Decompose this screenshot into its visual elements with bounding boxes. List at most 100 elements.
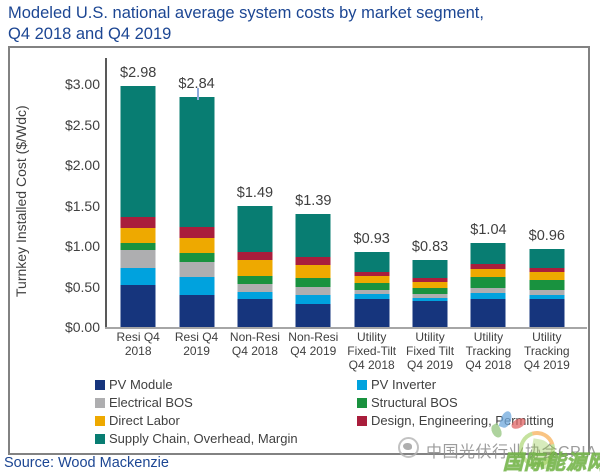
- y-axis-tick-label: $3.00: [64, 76, 100, 92]
- bar-stack: [354, 251, 390, 327]
- bar-segment: [529, 299, 565, 327]
- y-axis-line: [105, 58, 107, 327]
- bar-stack: [179, 97, 215, 327]
- bar-segment: [354, 293, 390, 299]
- bar-segment: [412, 301, 448, 327]
- chart-title-line2: Q4 2018 and Q4 2019: [8, 25, 172, 43]
- legend-swatch: [95, 415, 105, 426]
- bar-segment: [529, 280, 565, 290]
- cursor-tick-artifact: [196, 87, 199, 100]
- bar-segment: [237, 259, 273, 276]
- bar-value-label: $1.39: [295, 193, 332, 210]
- bar-segment: [237, 298, 273, 327]
- bar-segment: [412, 297, 448, 302]
- bar-stack: [237, 206, 273, 327]
- legend-swatch: [357, 415, 367, 426]
- bar-stack: [412, 259, 448, 327]
- legend-swatch: [357, 397, 367, 408]
- bar-segment: [470, 242, 506, 264]
- y-axis-tick-label: $1.50: [64, 197, 100, 214]
- bar-segment: [120, 242, 156, 251]
- bar-segment: [179, 276, 215, 295]
- y-axis-tick-label: $2.00: [64, 157, 100, 173]
- bar-segment: [412, 278, 448, 282]
- bar-stack: [120, 85, 156, 327]
- x-axis-label: Non-Resi Q4 2018: [229, 330, 280, 358]
- bar-segment: [120, 216, 156, 229]
- bar-8: $0.96: [518, 48, 576, 327]
- y-axis-tick-label: $2.50: [64, 116, 100, 133]
- bar-segment: [354, 289, 390, 294]
- bar-stack: [295, 214, 331, 327]
- legend-label: Design, Engineering, Permitting: [371, 413, 554, 428]
- legend-item: PV Module: [95, 377, 357, 392]
- bar-segment: [354, 283, 390, 290]
- legend-swatch: [95, 397, 105, 408]
- bar-segment: [295, 287, 331, 296]
- bar-segment: [470, 263, 506, 269]
- legend-swatch: [95, 379, 105, 390]
- cpia-watermark-logo-icon: [398, 437, 419, 458]
- legend-label: Direct Labor: [109, 413, 180, 428]
- bar-segment: [470, 288, 506, 293]
- bar-value-label: $0.96: [528, 228, 565, 245]
- bar-segment: [354, 276, 390, 284]
- bar-segment: [470, 268, 506, 277]
- bar-value-label: $0.83: [411, 238, 449, 255]
- bar-segment: [470, 293, 506, 299]
- legend-label: Electrical BOS: [109, 395, 193, 410]
- legend-label: PV Inverter: [371, 377, 437, 392]
- bar-segment: [237, 276, 273, 285]
- legend-item: PV Inverter: [357, 377, 554, 392]
- bar-segment: [120, 267, 156, 285]
- bar-segment: [179, 262, 215, 277]
- bar-segment: [529, 289, 565, 295]
- bar-segment: [529, 294, 565, 300]
- bar-segment: [412, 281, 448, 289]
- inen-watermark-text: 国际能源网: [503, 452, 600, 475]
- bar-segment: [120, 284, 156, 327]
- y-axis-tick-label: $1.00: [64, 238, 100, 254]
- bar-segment: [120, 250, 156, 268]
- bar-segment: [354, 251, 390, 272]
- bar-4: $1.39: [284, 48, 342, 327]
- bar-7: $1.04: [459, 48, 517, 327]
- bar-segment: [179, 226, 215, 238]
- bar-segment: [412, 288, 448, 294]
- x-axis-label: Resi Q4 2018: [116, 330, 160, 358]
- bars-area: $2.98 $2.84 $1.49 $1.39 $0.93 $0.83 $1.04 $0.96: [109, 48, 576, 327]
- x-axis-label: Utility Tracking Q4 2019: [523, 330, 570, 372]
- bar-value-label: $1.49: [236, 185, 274, 202]
- bar-segment: [295, 257, 331, 265]
- bar-segment: [237, 206, 273, 252]
- bar-segment: [179, 97, 215, 227]
- x-axis-line: [105, 327, 587, 329]
- legend-swatch: [357, 379, 367, 390]
- bar-segment: [529, 271, 565, 281]
- bar-3: $1.49: [226, 48, 284, 327]
- bar-segment: [470, 276, 506, 289]
- x-axis-label: Non-Resi Q4 2019: [288, 330, 339, 358]
- bar-segment: [470, 298, 506, 327]
- bar-segment: [295, 303, 331, 327]
- bar-5: $0.93: [343, 48, 401, 327]
- legend-label: Supply Chain, Overhead, Margin: [109, 431, 298, 446]
- bar-segment: [412, 259, 448, 279]
- bar-segment: [354, 298, 390, 327]
- bar-6: $0.83: [401, 48, 459, 327]
- y-axis-title: Turnkey Installed Cost ($/Wdc): [13, 105, 29, 297]
- bar-segment: [529, 249, 565, 268]
- bar-value-label: $1.04: [470, 221, 507, 238]
- source-caption: Source: Wood Mackenzie: [4, 455, 169, 471]
- legend-item: Structural BOS: [357, 395, 554, 410]
- bar-segment: [295, 277, 331, 288]
- chart-title: Modeled U.S. national average system cos…: [8, 3, 568, 45]
- legend-item: Electrical BOS: [95, 395, 357, 410]
- legend-swatch: [95, 433, 105, 444]
- legend-label: PV Module: [109, 377, 173, 392]
- bar-segment: [120, 85, 156, 217]
- bar-segment: [237, 284, 273, 293]
- bar-segment: [529, 267, 565, 272]
- bar-segment: [295, 214, 331, 258]
